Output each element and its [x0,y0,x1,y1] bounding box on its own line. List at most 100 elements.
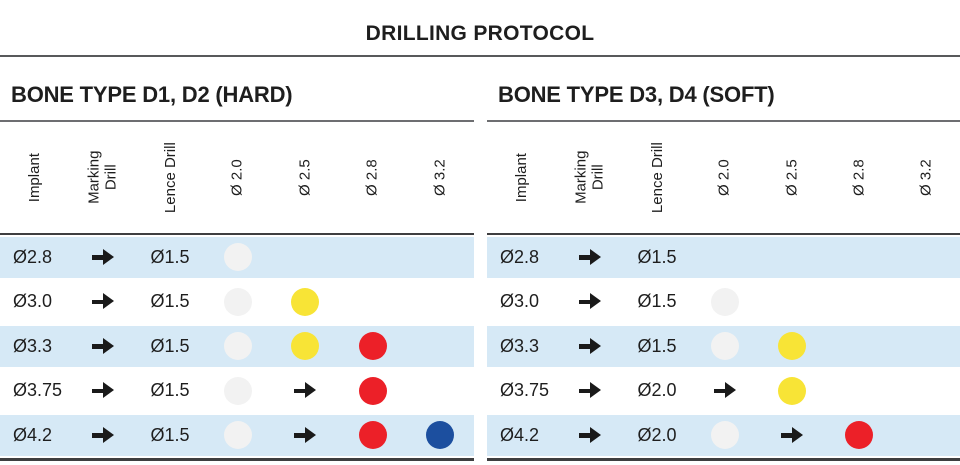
empty-cell [691,235,758,280]
column-header-label: Ø 2.5 [296,159,314,196]
arrow-cell [691,369,758,414]
drill-step-cell [407,413,475,458]
protocol-row: Ø3.0 Ø1.5 [0,280,474,325]
arrow-cell [70,324,136,369]
right-arrow-icon [579,426,601,444]
table-bone-type-hard: BONE TYPE D1, D2 (HARD) Implant Marking D… [0,57,474,461]
table-body: Ø2.8 Ø1.5 Ø3.0 Ø1.5 Ø3.3 Ø1.5 Ø3.75 Ø1.5 Ø4.2 Ø1.… [0,233,474,461]
right-arrow-icon [579,382,601,399]
drill-size: Ø1.5 [637,246,677,267]
arrow-cell [272,369,340,414]
empty-cell [407,235,475,280]
section-heading-hard: BONE TYPE D1, D2 (HARD) [11,82,293,107]
arrow-cell [557,280,623,325]
column-header-label: Ø 3.2 [431,159,449,196]
drill-step-cell [691,280,758,325]
empty-cell [758,280,825,325]
drill-step-cell [272,324,340,369]
column-headers: Implant Marking Drill Lence Drill Ø 2.0 Ø 2.… [487,122,960,233]
drill-size: Ø1.5 [150,335,190,356]
implant-size: Ø2.8 [13,246,53,267]
protocol-row: Ø3.3 Ø1.5 [487,324,960,369]
drill-step-cell [691,324,758,369]
protocol-row: Ø3.3 Ø1.5 [0,324,474,369]
title-divider [0,55,960,57]
empty-cell [407,369,475,414]
drill-step-cell [204,413,272,458]
column-header-label: Marking Drill [572,150,607,205]
column-header: Marking Drill [70,122,136,233]
section-divider [0,120,474,122]
arrow-cell [557,235,623,280]
empty-cell [339,235,407,280]
arrow-cell [557,413,623,458]
implant-size: Ø3.0 [500,291,540,312]
drill-dot-red [358,421,387,450]
empty-cell [339,280,407,325]
empty-cell [893,369,960,414]
arrow-cell [557,369,623,414]
column-header-label: Lence Drill [648,142,666,213]
table-body: Ø2.8 Ø1.5 Ø3.0 Ø1.5 Ø3.3 Ø1.5 Ø3.75 Ø2.0 Ø4.2 Ø2.… [487,233,960,461]
protocol-row: Ø3.0 Ø1.5 [487,280,960,325]
protocol-row: Ø4.2 Ø1.5 [0,413,474,458]
column-header: Ø 2.0 [204,122,272,233]
column-header: Implant [0,122,70,233]
right-arrow-icon [780,426,803,444]
column-header: Ø 3.2 [407,122,475,233]
right-arrow-icon [579,337,601,355]
column-header-label: Ø 2.8 [364,159,382,196]
column-header-label: Ø 2.8 [850,159,868,196]
drill-size: Ø1.5 [150,246,190,267]
drill-dot-gray [223,243,252,272]
arrow-cell [70,413,136,458]
drill-step-cell [339,413,407,458]
empty-cell [893,413,960,458]
column-header: Ø 2.0 [691,122,758,233]
column-header: Ø 2.8 [339,122,407,233]
implant-size: Ø3.3 [13,335,53,356]
column-header: Marking Drill [557,122,623,233]
empty-cell [893,235,960,280]
right-arrow-icon [579,293,601,310]
drill-dot-blue [426,421,455,450]
drill-dot-gray [710,287,739,316]
drill-step-cell [339,324,407,369]
drill-dot-red [845,421,874,450]
implant-size: Ø3.3 [500,335,540,356]
empty-cell [758,235,825,280]
right-arrow-icon [294,426,317,444]
right-arrow-icon [579,248,601,266]
drill-size: Ø1.5 [637,291,677,312]
column-header: Ø 2.5 [758,122,825,233]
right-arrow-icon [294,382,317,399]
tables-container: BONE TYPE D1, D2 (HARD) Implant Marking D… [0,57,960,461]
column-header: Lence Drill [136,122,204,233]
implant-size: Ø4.2 [13,424,53,445]
protocol-row: Ø4.2 Ø2.0 [487,413,960,458]
implant-size: Ø2.8 [500,246,540,267]
section-divider [487,120,960,122]
arrow-cell [70,369,136,414]
drill-step-cell [204,369,272,414]
column-header: Lence Drill [623,122,691,233]
drill-step-cell [272,280,340,325]
empty-cell [826,280,893,325]
drill-dot-yellow [777,332,806,361]
page-title: DRILLING PROTOCOL [365,22,595,45]
column-header-label: Ø 2.5 [783,159,801,196]
column-header-label: Lence Drill [161,142,179,213]
drill-dot-gray [223,376,252,405]
drill-step-cell [758,369,825,414]
empty-cell [272,235,340,280]
drill-dot-red [358,332,387,361]
drill-dot-gray [223,332,252,361]
column-headers: Implant Marking Drill Lence Drill Ø 2.0 Ø 2.… [0,122,474,233]
arrow-cell [70,235,136,280]
arrow-cell [557,324,623,369]
empty-cell [826,369,893,414]
arrow-cell [70,280,136,325]
arrow-cell [272,413,340,458]
drill-dot-gray [223,421,252,450]
